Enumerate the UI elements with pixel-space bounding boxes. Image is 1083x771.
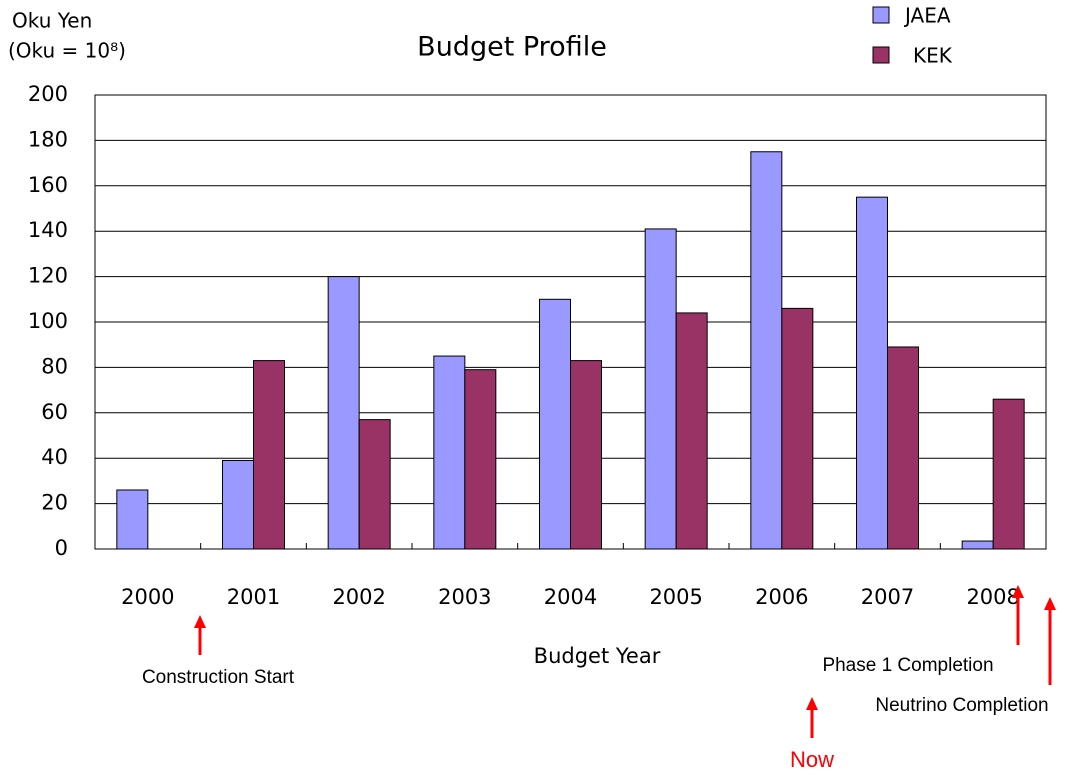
bar <box>644 228 677 550</box>
y-axis-label: Oku Yen <box>12 9 92 33</box>
x-tick-label: 2006 <box>755 585 808 609</box>
bar <box>961 540 994 550</box>
x-tick-label: 2007 <box>861 585 914 609</box>
y-axis-label: (Oku = 10⁸) <box>8 39 126 63</box>
y-tick-label: 140 <box>28 218 68 242</box>
y-tick-label: 160 <box>28 173 68 197</box>
y-tick-label: 100 <box>28 309 68 333</box>
y-tick-label: 20 <box>41 491 68 515</box>
x-tick-label: 2008 <box>966 585 1019 609</box>
annotation: Phase 1 Completion <box>822 655 993 676</box>
y-tick-label: 180 <box>28 127 68 151</box>
bar <box>327 276 360 550</box>
annotation: Now <box>790 747 834 771</box>
bar <box>675 312 708 550</box>
bar <box>856 196 888 550</box>
legend-label: JAEA <box>903 4 951 28</box>
y-tick-label: 120 <box>28 264 68 288</box>
y-tick-label: 0 <box>55 536 68 560</box>
x-tick-label: 2001 <box>227 585 280 609</box>
bar <box>992 398 1025 550</box>
y-tick-label: 80 <box>41 354 68 378</box>
bar <box>570 360 602 550</box>
x-tick-label: 2005 <box>649 585 702 609</box>
legend-swatch <box>872 46 890 64</box>
bar <box>358 419 391 550</box>
legend-label: KEK <box>913 44 953 68</box>
annotation-arrowhead <box>194 615 206 628</box>
x-tick-label: 2004 <box>544 585 597 609</box>
annotation: Construction Start <box>142 667 295 688</box>
legend-swatch <box>872 6 890 24</box>
y-tick-label: 60 <box>41 400 68 424</box>
annotation: Neutrino Completion <box>875 695 1048 716</box>
annotation-arrowhead <box>806 697 818 710</box>
bar <box>433 355 466 550</box>
x-tick-label: 2003 <box>438 585 491 609</box>
bar <box>750 151 783 550</box>
bar <box>781 307 814 550</box>
y-tick-label: 40 <box>41 445 68 469</box>
y-tick-label: 200 <box>28 82 68 106</box>
bar <box>253 360 285 550</box>
annotation-arrowhead <box>1012 585 1024 598</box>
bar <box>464 369 497 550</box>
x-tick-label: 2000 <box>121 585 174 609</box>
bar <box>222 459 254 550</box>
bar <box>539 298 571 550</box>
x-tick-label: 2002 <box>332 585 385 609</box>
bar <box>887 346 919 550</box>
chart-title: Budget Profile <box>417 32 607 63</box>
bar <box>116 489 149 550</box>
annotation-arrowhead <box>1044 597 1056 610</box>
x-axis-label: Budget Year <box>534 644 661 668</box>
